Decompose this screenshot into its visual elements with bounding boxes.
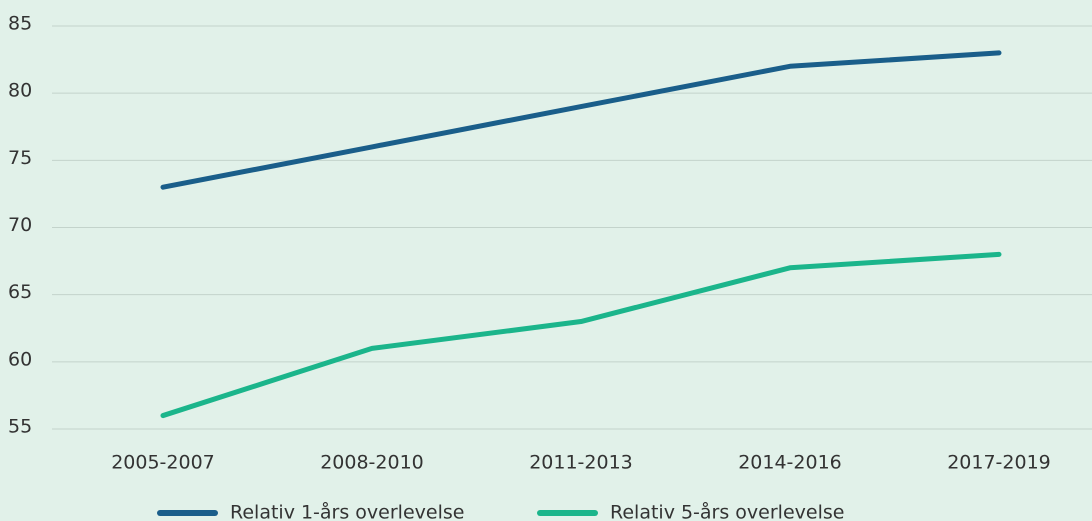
y-tick-label: 70 — [8, 214, 32, 236]
x-tick-label: 2017-2019 — [947, 452, 1051, 474]
y-tick-label: 75 — [8, 147, 32, 169]
legend-label: Relativ 1-års overlevelse — [230, 501, 464, 521]
x-tick-label: 2008-2010 — [320, 452, 424, 474]
x-tick-label: 2005-2007 — [111, 452, 215, 474]
series-line — [160, 50, 1002, 190]
legend-label: Relativ 5-års overlevelse — [610, 501, 844, 521]
series-line — [160, 251, 1002, 419]
y-tick-label: 65 — [8, 281, 32, 303]
y-tick-label: 85 — [8, 13, 32, 35]
x-tick-label: 2011-2013 — [529, 452, 633, 474]
y-tick-label: 60 — [8, 348, 32, 370]
y-tick-label: 80 — [8, 80, 32, 102]
x-tick-label: 2014-2016 — [738, 452, 842, 474]
y-tick-label: 55 — [8, 416, 32, 438]
